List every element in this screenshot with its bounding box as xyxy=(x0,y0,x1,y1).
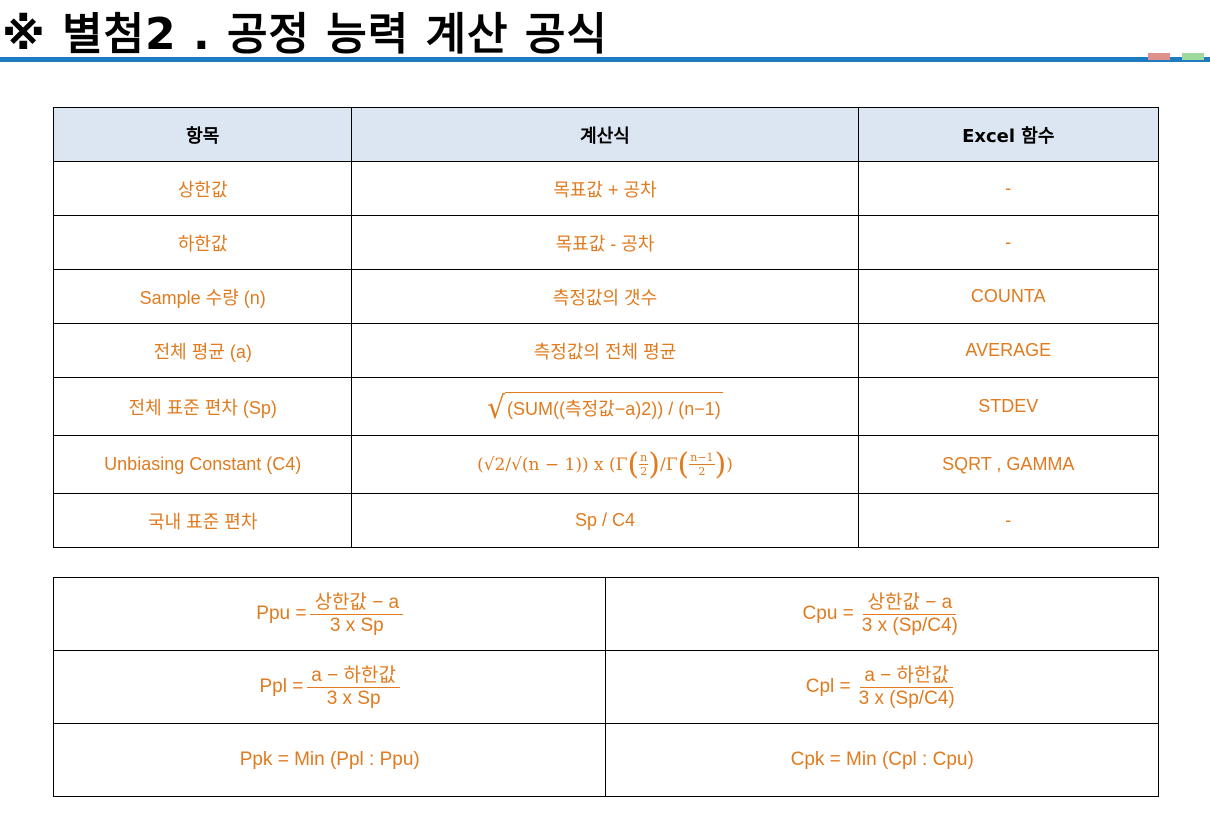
ppl-lhs: Ppl = xyxy=(259,676,304,697)
row-excel: AVERAGE xyxy=(857,323,1160,378)
row-item: 전체 표준 편차 (Sp) xyxy=(52,377,353,436)
header-item: 항목 xyxy=(52,107,353,162)
c4-tail: ) xyxy=(726,454,733,475)
row-item: 국내 표준 편차 xyxy=(52,493,353,548)
table-row: 전체 표준 편차 (Sp) √ (SUM((측정값−a)2)) / (n−1) … xyxy=(52,377,1160,436)
table-row: 전체 평균 (a) 측정값의 전체 평균 AVERAGE xyxy=(52,323,1160,378)
ppl-fraction: a − 하한값 3 x Sp xyxy=(307,665,400,710)
formula-table: 항목 계산식 Excel 함수 상한값 목표값 + 공차 - 하한값 목표값 -… xyxy=(52,107,1160,548)
table-row: Ppu = 상한값 − a 3 x Sp Cpu = 상한값 − a 3 x (… xyxy=(52,577,1159,651)
right-paren-icon: ) xyxy=(648,446,660,482)
page-title: ※ 별첨2 . 공정 능력 계산 공식 xyxy=(2,9,608,60)
row-item: 하한값 xyxy=(52,215,353,270)
c4-mid: /Γ xyxy=(659,454,678,475)
c4-formula: (√2/√(n − 1)) x (Γ ( n 2 ) /Γ ( n−1 2 ) … xyxy=(477,446,733,482)
left-paren-icon: ( xyxy=(677,446,690,482)
table-row: 하한값 목표값 - 공차 - xyxy=(52,215,1160,270)
ppl-cell: Ppl = a − 하한값 3 x Sp xyxy=(52,650,607,724)
sqrt-body: (SUM((측정값−a)2)) / (n−1) xyxy=(505,391,723,421)
row-excel: - xyxy=(857,493,1160,548)
row-excel: SQRT , GAMMA xyxy=(857,435,1160,494)
row-item: Sample 수량 (n) xyxy=(52,269,353,324)
accent-bar-red xyxy=(1148,53,1170,60)
header-excel: Excel 함수 xyxy=(857,107,1160,162)
left-paren-icon: ( xyxy=(627,446,640,482)
header-formula: 계산식 xyxy=(351,107,859,162)
table-row: 국내 표준 편차 Sp / C4 - xyxy=(52,493,1160,548)
row-formula: Sp / C4 xyxy=(351,493,859,548)
cpl-fraction: a − 하한값 3 x (Sp/C4) xyxy=(858,664,955,709)
cpk-cell: Cpk = Min (Cpl : Cpu) xyxy=(605,723,1159,797)
ppu-cell: Ppu = 상한값 − a 3 x Sp xyxy=(52,577,607,651)
row-excel: STDEV xyxy=(857,377,1160,436)
sqrt-expression: √ (SUM((측정값−a)2)) / (n−1) xyxy=(487,388,723,426)
row-item: 상한값 xyxy=(52,161,353,216)
cpu-cell: Cpu = 상한값 − a 3 x (Sp/C4) xyxy=(605,577,1159,651)
row-formula: √ (SUM((측정값−a)2)) / (n−1) xyxy=(351,377,859,436)
cpu-fraction: 상한값 − a 3 x (Sp/C4) xyxy=(861,591,958,636)
cpu-lhs: Cpu = xyxy=(802,603,854,624)
table-row: Ppl = a − 하한값 3 x Sp Cpl = a − 하한값 3 x (… xyxy=(52,650,1159,724)
cpl-lhs: Cpl = xyxy=(805,676,851,697)
ppu-fraction: 상한값 − a 3 x Sp xyxy=(310,592,404,637)
cpl-cell: Cpl = a − 하한값 3 x (Sp/C4) xyxy=(605,650,1159,724)
c4-frac-1: n 2 xyxy=(639,451,649,478)
ppk-cell: Ppk = Min (Ppl : Ppu) xyxy=(52,723,607,797)
row-item: 전체 평균 (a) xyxy=(52,323,353,378)
radical-icon: √ xyxy=(487,388,506,426)
table-row: Sample 수량 (n) 측정값의 갯수 COUNTA xyxy=(52,269,1160,324)
row-formula: 목표값 - 공차 xyxy=(351,215,859,270)
c4-lead: (√2/√(n − 1)) x (Γ xyxy=(477,454,628,475)
table-row: Ppk = Min (Ppl : Ppu) Cpk = Min (Cpl : C… xyxy=(52,723,1159,797)
row-formula: 측정값의 전체 평균 xyxy=(351,323,859,378)
capability-index-table: Ppu = 상한값 − a 3 x Sp Cpu = 상한값 − a 3 x (… xyxy=(52,577,1159,797)
row-formula: 목표값 + 공차 xyxy=(351,161,859,216)
row-formula: 측정값의 갯수 xyxy=(351,269,859,324)
row-formula: (√2/√(n − 1)) x (Γ ( n 2 ) /Γ ( n−1 2 ) … xyxy=(351,435,859,494)
table-row: 상한값 목표값 + 공차 - xyxy=(52,161,1160,216)
row-excel: - xyxy=(857,215,1160,270)
accent-bar-green xyxy=(1182,53,1204,60)
ppu-lhs: Ppu = xyxy=(256,603,307,624)
table-row: Unbiasing Constant (C4) (√2/√(n − 1)) x … xyxy=(52,435,1160,494)
c4-frac-2: n−1 2 xyxy=(689,451,715,478)
table-header-row: 항목 계산식 Excel 함수 xyxy=(52,107,1160,162)
title-underline xyxy=(0,57,1210,62)
row-excel: COUNTA xyxy=(857,269,1160,324)
row-item: Unbiasing Constant (C4) xyxy=(52,435,353,494)
right-paren-icon: ) xyxy=(714,446,727,482)
row-excel: - xyxy=(857,161,1160,216)
